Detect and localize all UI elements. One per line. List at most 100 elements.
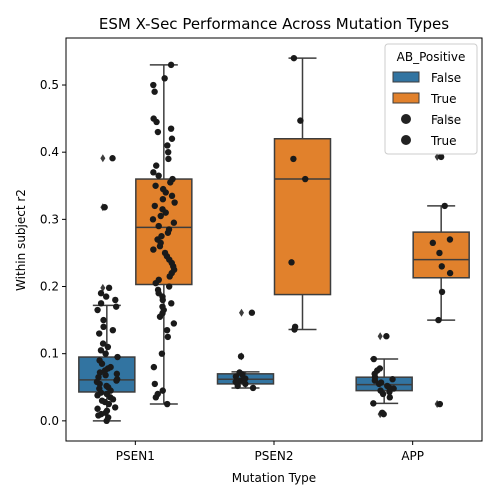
data-point	[429, 239, 437, 247]
box-iqr	[135, 178, 193, 286]
data-point	[370, 355, 378, 363]
outlier-marker	[377, 332, 383, 341]
data-point	[159, 303, 166, 310]
data-point	[377, 379, 385, 386]
y-tick-label: 0.3	[40, 212, 59, 226]
x-axis: PSEN1 PSEN2 APP	[116, 441, 424, 463]
data-point	[438, 288, 446, 296]
outlier-marker	[434, 152, 440, 161]
data-point	[248, 309, 256, 316]
y-tick-label: 0.2	[40, 280, 59, 294]
data-point	[302, 175, 309, 183]
data-point	[94, 405, 101, 412]
data-point	[103, 382, 110, 390]
data-point	[94, 306, 101, 314]
data-point	[97, 290, 105, 297]
data-point	[446, 236, 454, 243]
data-point	[437, 153, 445, 161]
data-point	[436, 400, 444, 408]
data-point	[97, 347, 105, 354]
data-point	[96, 357, 103, 364]
data-point	[158, 232, 165, 240]
legend-swatch-false	[392, 71, 420, 83]
data-point	[114, 353, 121, 361]
data-point	[109, 326, 117, 334]
data-point	[249, 384, 257, 392]
data-point	[290, 54, 298, 62]
data-point	[379, 409, 386, 416]
data-point	[151, 380, 159, 388]
data-point	[164, 333, 172, 341]
data-point	[383, 333, 390, 340]
data-point	[102, 293, 110, 300]
data-point	[288, 259, 295, 266]
data-point	[150, 363, 158, 371]
y-axis-label: Within subject r2	[14, 189, 28, 291]
data-point	[150, 169, 157, 176]
data-point	[101, 204, 108, 211]
legend-marker-false	[401, 114, 411, 124]
plot-area	[78, 54, 470, 425]
legend-title: AB_Positive	[397, 50, 466, 64]
data-point	[100, 323, 107, 331]
data-point	[150, 115, 157, 122]
data-point	[159, 206, 166, 213]
data-point	[167, 125, 175, 132]
data-point	[111, 404, 119, 411]
data-point	[446, 269, 454, 277]
data-point	[102, 350, 109, 357]
data-point	[169, 175, 176, 183]
legend-label: False	[431, 113, 461, 127]
data-point	[158, 350, 166, 357]
x-tick-label: PSEN1	[116, 449, 155, 463]
data-point	[155, 276, 162, 283]
x-axis-label: Mutation Type	[232, 471, 316, 485]
strip-points	[93, 54, 454, 425]
box-iqr	[273, 138, 332, 296]
legend-swatch-true	[392, 92, 420, 104]
data-point	[155, 172, 162, 179]
legend-label: True	[430, 92, 457, 106]
data-point	[163, 326, 171, 334]
data-point	[97, 300, 105, 307]
data-point	[102, 371, 109, 379]
data-point	[159, 387, 166, 394]
data-point	[151, 202, 159, 210]
data-point	[164, 148, 172, 156]
data-point	[165, 226, 173, 233]
data-point	[154, 390, 161, 398]
data-point	[104, 414, 112, 421]
data-point	[168, 135, 176, 142]
data-point	[150, 81, 157, 89]
x-tick-label: PSEN2	[254, 449, 293, 463]
data-point	[168, 300, 175, 307]
data-point	[107, 363, 114, 371]
data-point	[153, 162, 160, 169]
data-point	[436, 249, 443, 257]
data-point	[149, 216, 157, 223]
y-tick-label: 0.0	[40, 414, 59, 428]
data-point	[237, 353, 245, 360]
data-point	[112, 296, 119, 304]
data-point	[376, 365, 384, 372]
data-point	[150, 246, 157, 253]
data-point	[105, 284, 113, 292]
data-point	[168, 192, 176, 200]
data-point	[170, 219, 178, 226]
data-point	[104, 343, 112, 351]
data-point	[163, 400, 171, 408]
data-point	[96, 369, 104, 376]
data-point	[170, 320, 178, 327]
data-point	[165, 283, 173, 290]
x-tick-label: APP	[401, 449, 424, 463]
box-app-false	[355, 332, 413, 419]
data-point	[377, 387, 384, 394]
y-axis: 0.0 0.1 0.2 0.3 0.4 0.5	[40, 78, 66, 428]
legend-label: True	[430, 134, 457, 148]
data-point	[96, 330, 103, 337]
data-point	[151, 88, 158, 95]
outlier-marker	[100, 154, 106, 163]
data-point	[155, 222, 162, 230]
